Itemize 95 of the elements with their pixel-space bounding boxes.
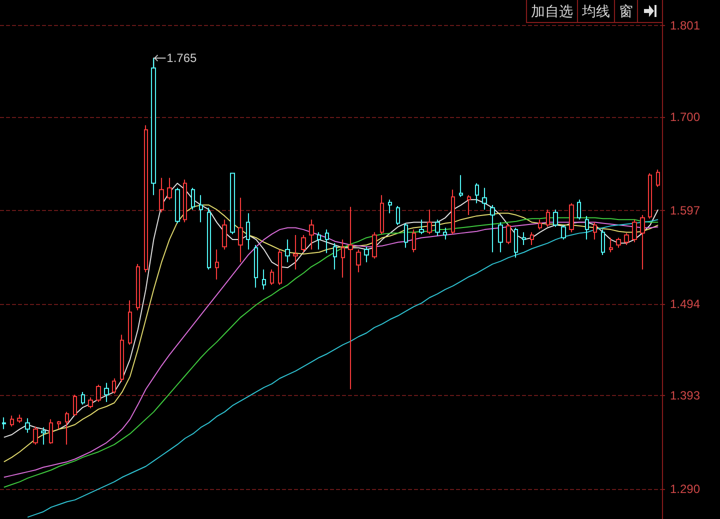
candlestick [538,219,542,230]
candlestick [112,378,116,394]
candlestick [577,199,581,220]
candlestick [33,426,38,446]
candlestick [364,246,369,263]
annotation: 1.765 [166,51,198,66]
candlestick [65,411,69,446]
candlestick [309,219,314,250]
candlestick [380,194,384,235]
annotation: 均线 [578,0,615,22]
candlestick [640,214,645,270]
candlestick [443,227,447,240]
candlestick [167,177,172,200]
candlestick [490,204,495,253]
candlestick [270,268,274,286]
candlestick [293,234,298,270]
candlestick [341,239,345,278]
candlestick [151,58,156,196]
candlestick [356,249,361,273]
candlestick [427,209,432,235]
candlestick [404,222,408,248]
candlestick [215,249,219,280]
candlestick [419,219,424,235]
candlestick [553,209,558,228]
candlestick [506,224,511,245]
y-tick-label: 1.801 [670,18,700,32]
candlestick [17,414,22,424]
y-tick-label: 1.393 [670,388,700,403]
annotation: 加自选 [527,0,578,22]
candlestick [656,169,660,188]
candlestick [254,244,258,288]
candlestick [522,232,526,246]
candlestick [222,219,227,250]
candlestick [10,415,14,427]
candlestick [514,227,518,258]
candlestick [57,420,61,430]
candlestick [569,202,574,233]
candlestick [238,197,243,263]
candlestick [585,215,589,240]
candlestick [104,382,109,402]
candlestick [451,189,455,235]
candlestick [25,418,30,434]
candlestick [230,172,235,235]
y-tick-label: 1.597 [670,204,700,218]
candlestick [199,194,203,223]
line-series [3,182,659,438]
y-tick-label: 1.700 [670,110,700,124]
candlestick [278,249,282,286]
candlestick [246,212,250,250]
candlestick [207,207,211,270]
candlestick [412,229,416,253]
candlestick [73,394,77,416]
candlestick [136,264,140,311]
candlestick [144,124,148,273]
candlestick [388,199,392,214]
candlestick [81,391,85,406]
candlestick [96,384,101,402]
candlestick [648,172,652,220]
candlestick [601,229,605,256]
candlestick [175,187,180,224]
candlestick [88,396,93,409]
candlestick [2,416,6,430]
candlestick [159,177,164,213]
candlestick [348,206,353,390]
candlestick [435,219,440,236]
candlestick [593,222,597,240]
candlestick [396,205,400,226]
candlestick [624,232,629,246]
candlestick [616,237,621,248]
candlestick [128,300,132,346]
candlestick [333,242,337,270]
y-tick-label: 1.494 [670,296,700,311]
candlestick [467,194,471,216]
candlestick [609,237,613,253]
candlestick [120,334,124,382]
candlestick [325,229,329,254]
candlestick [482,187,487,210]
candlestick [49,418,53,444]
candlestick [372,232,377,260]
y-tick-label: 1.290 [670,482,700,496]
candlestick [317,232,321,250]
candlestick [41,426,46,446]
candlestick [530,232,534,246]
candlestick [459,174,463,198]
candlestick [285,239,290,263]
candlestick [475,182,479,204]
candlestick [561,224,566,240]
annotation: 窗 [615,0,638,22]
candlestick [546,209,550,228]
candlestick [632,219,637,243]
candlestick [262,268,266,290]
candlestick [301,234,306,253]
candlestick [498,222,503,253]
candlestick [183,179,187,223]
candlestick [191,187,195,210]
